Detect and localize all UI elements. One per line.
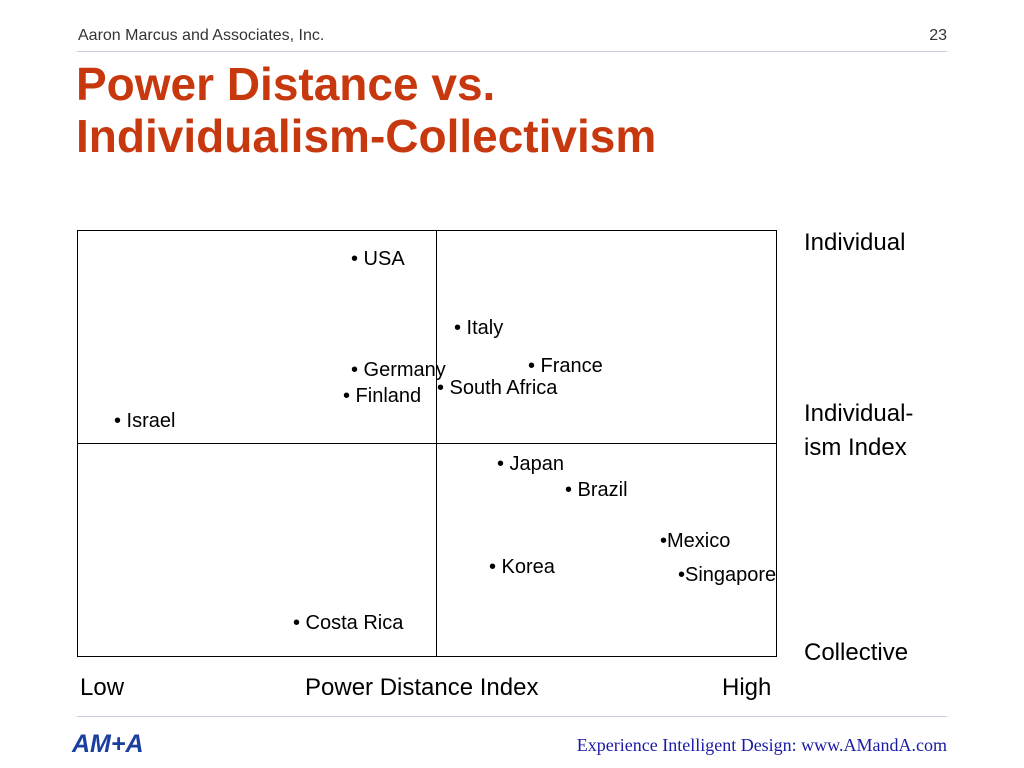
x-axis-high-label: High xyxy=(722,674,772,701)
point-south-africa: • South Africa xyxy=(437,377,558,399)
ama-logo: AM+A xyxy=(72,730,144,758)
point-mexico: •Mexico xyxy=(660,530,731,552)
x-axis-title: Power Distance Index xyxy=(305,674,539,701)
slide-title: Power Distance vs. Individualism-Collect… xyxy=(76,58,656,162)
point-finland: • Finland xyxy=(343,385,422,407)
footer-divider xyxy=(77,716,947,717)
y-axis-title-line-2: ism Index xyxy=(804,434,907,461)
point-italy: • Italy xyxy=(454,317,504,339)
quadrant-divider-horizontal xyxy=(78,443,776,444)
y-axis-top-label: Individual xyxy=(804,229,906,256)
point-brazil: • Brazil xyxy=(565,479,628,501)
point-korea: • Korea xyxy=(489,556,555,578)
point-costa-rica: • Costa Rica xyxy=(293,612,404,634)
y-axis-title-line-1: Individual- xyxy=(804,400,914,427)
company-name: Aaron Marcus and Associates, Inc. xyxy=(78,27,325,44)
point-usa: • USA xyxy=(351,248,405,270)
point-japan: • Japan xyxy=(497,453,565,475)
x-axis-low-label: Low xyxy=(80,674,125,701)
website-link[interactable]: Experience Intelligent Design: www.AMand… xyxy=(576,735,947,755)
point-singapore: •Singapore xyxy=(678,564,777,586)
page-number: 23 xyxy=(929,27,947,44)
point-france: • France xyxy=(528,355,603,377)
header-divider xyxy=(77,51,947,52)
point-israel: • Israel xyxy=(114,410,176,432)
slide-title-line-2: Individualism-Collectivism xyxy=(76,110,657,162)
slide-title-line-1: Power Distance vs. xyxy=(76,58,496,110)
point-germany: • Germany xyxy=(351,359,446,381)
quadrant-plot: • USA • Italy • Germany • France • South… xyxy=(77,230,777,657)
y-axis-bottom-label: Collective xyxy=(804,639,909,666)
